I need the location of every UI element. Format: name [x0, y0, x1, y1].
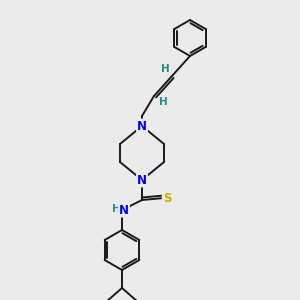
Text: S: S — [163, 191, 171, 205]
Text: H: H — [112, 204, 120, 214]
Text: H: H — [160, 64, 169, 74]
Text: N: N — [137, 173, 147, 187]
Text: N: N — [119, 203, 129, 217]
Text: H: H — [159, 97, 167, 107]
Text: N: N — [137, 119, 147, 133]
